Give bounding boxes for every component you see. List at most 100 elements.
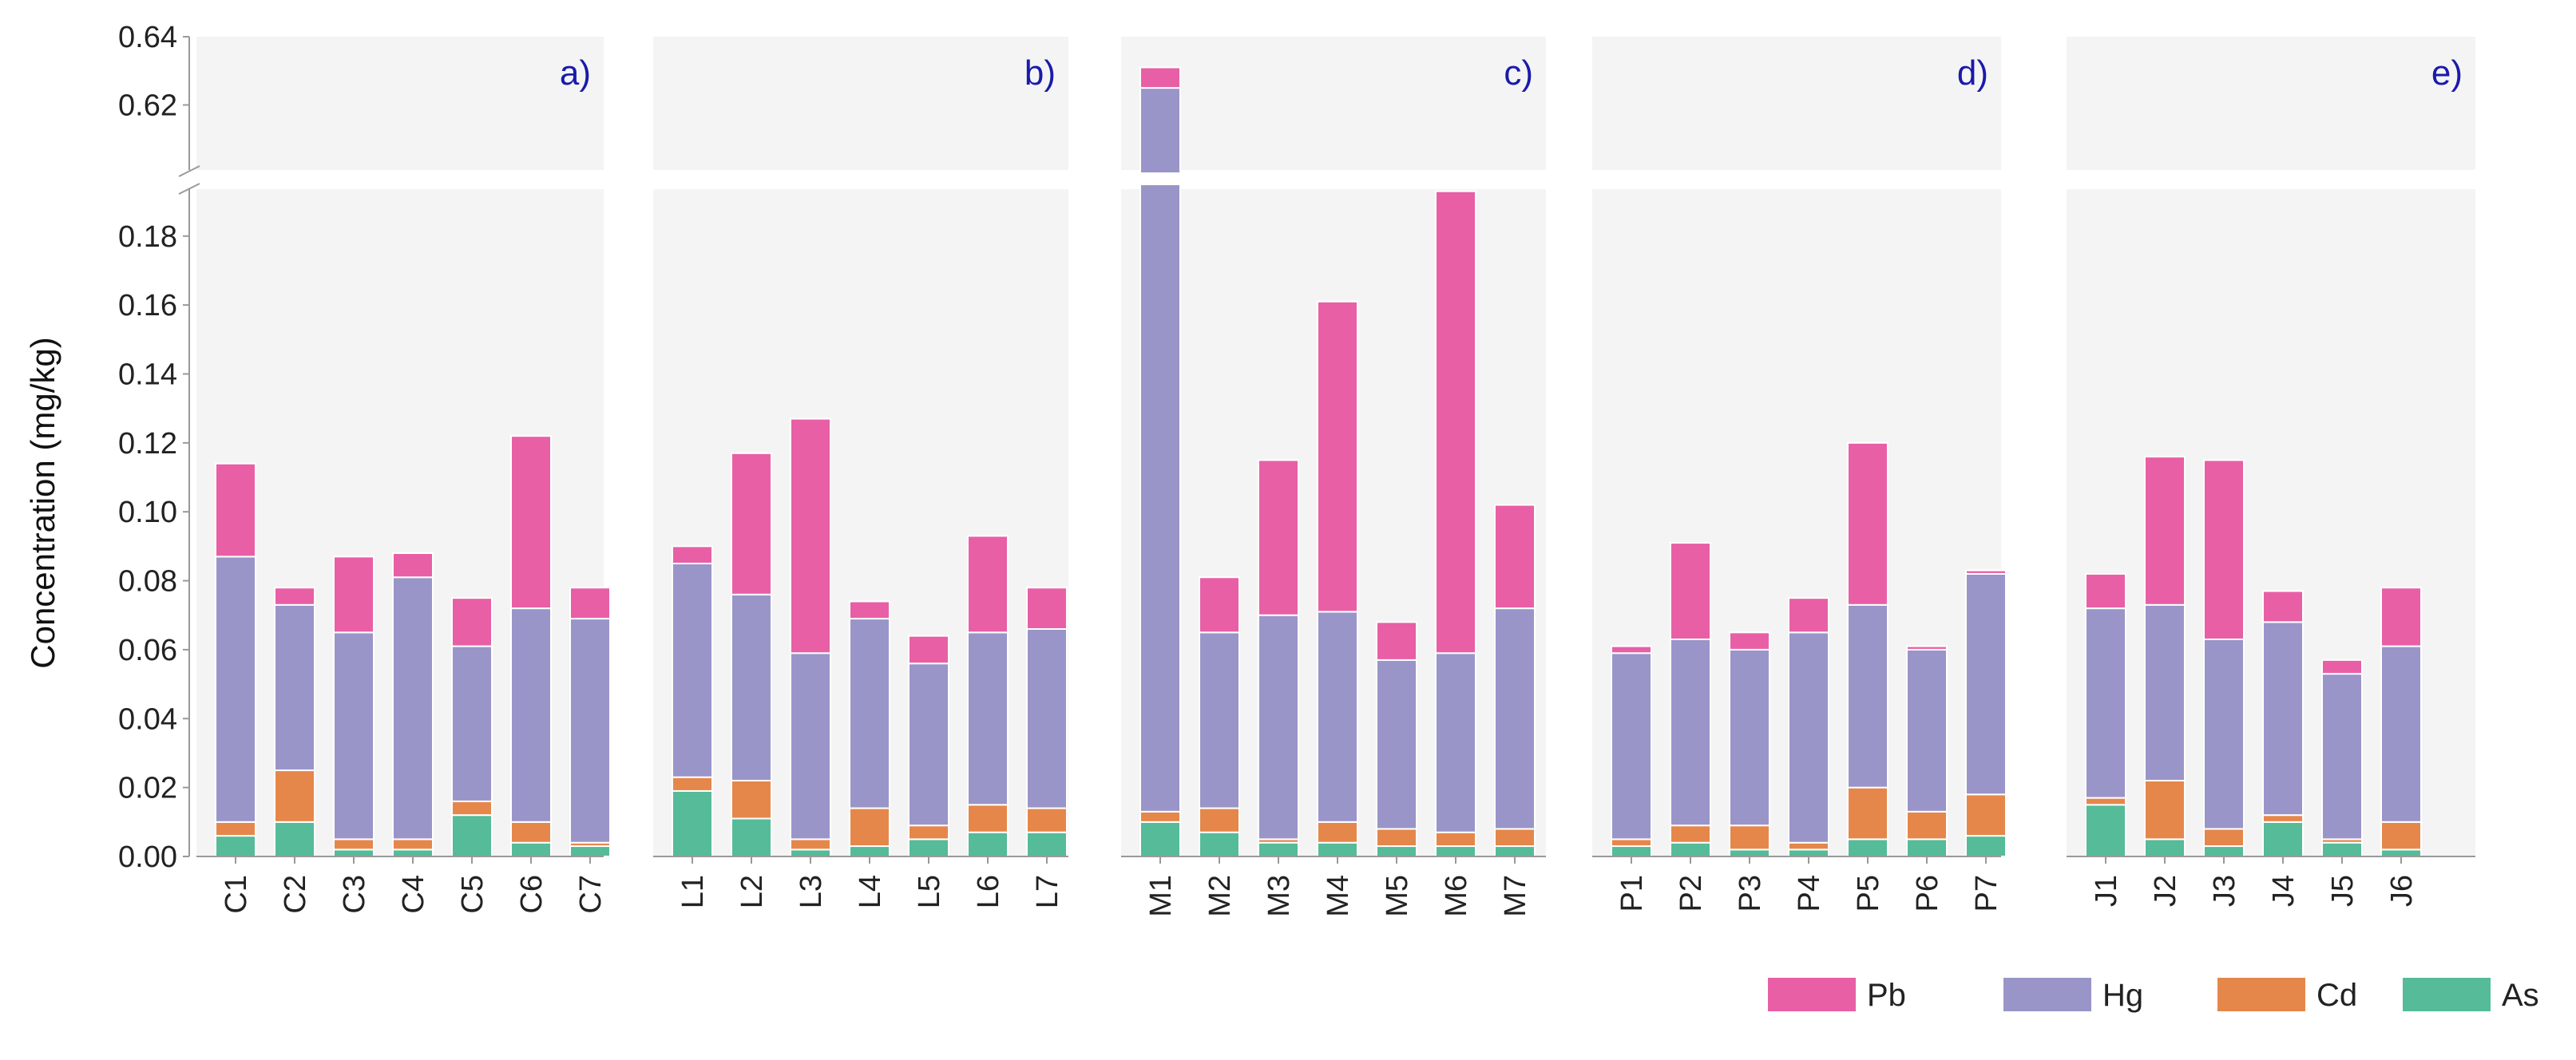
bar-segment-hg <box>1847 603 1888 789</box>
bar-segment-pb <box>1611 645 1652 655</box>
y-tick-label: 0.06 <box>118 634 177 667</box>
bar-segment-cd <box>1317 821 1358 844</box>
x-tick-label: P7 <box>1970 875 2003 912</box>
bar-segment-as <box>1729 848 1770 858</box>
bar-segment-as <box>1258 841 1299 857</box>
bar-segment-hg <box>1258 614 1299 840</box>
bar-segment-pb <box>1376 621 1417 661</box>
panels-layer: C1 C2 C3 C4 C5 C6 C7 a) L1 L2 L3 L4 L5 L6 L7 b) M1 M2 M3 M4… <box>196 37 2475 917</box>
bar-segment-cd <box>1435 831 1476 848</box>
x-tick-label: P6 <box>1911 875 1944 912</box>
bar-segment-hg <box>1788 631 1829 844</box>
bar-segment-as <box>849 845 890 857</box>
bar-segment-hg <box>908 662 949 827</box>
bar-segment-cd <box>1729 825 1770 851</box>
y-tick-label: 0.16 <box>118 289 177 322</box>
x-tick-label: M5 <box>1381 875 1414 917</box>
bar-segment-pb <box>2321 659 2363 675</box>
bar-segment-as <box>1317 841 1358 857</box>
bar-segment-cd <box>849 807 890 848</box>
bar-segment-hg <box>1026 628 1068 809</box>
x-tick-label: M6 <box>1440 875 1473 917</box>
y-tick-label: 0.08 <box>118 565 177 599</box>
bar-segment-pb <box>1906 645 1948 651</box>
bar-segment-pb <box>1258 459 1299 616</box>
bar-segment-hg <box>510 607 552 823</box>
bar-segment-hg <box>1906 648 1948 813</box>
bar-segment-as <box>2203 845 2245 857</box>
bar-segment-hg <box>1965 572 2007 796</box>
x-tick-label: L5 <box>913 875 946 908</box>
bar-segment-pb <box>790 417 831 655</box>
x-tick-label: P2 <box>1674 875 1708 912</box>
bar-segment-pb <box>1317 300 1358 613</box>
panel-background-upper <box>653 37 1068 170</box>
x-tick-label: M3 <box>1262 875 1296 917</box>
bar-segment-hg <box>731 593 772 782</box>
bar-segment-hg <box>274 603 315 772</box>
bar-segment-as <box>1788 848 1829 858</box>
x-tick-label: C7 <box>574 875 608 914</box>
bar-segment-hg <box>672 562 713 778</box>
legend-swatch-cd <box>2217 978 2305 1011</box>
bar-segment-hg <box>1729 648 1770 827</box>
x-tick-label: M4 <box>1322 875 1355 917</box>
bar-segment-pb <box>1139 66 1181 89</box>
bar-segment-pb <box>1965 569 2007 575</box>
bar-segment-as <box>1965 835 2007 857</box>
bar-segment-as <box>2262 821 2304 858</box>
bar-segment-cd <box>451 800 493 817</box>
x-tick-label: J5 <box>2326 875 2360 907</box>
bar-segment-pb <box>2144 456 2186 606</box>
bar-segment-cd <box>2380 821 2422 851</box>
bar-segment-hg <box>392 576 434 840</box>
bar-segment-hg <box>1435 652 1476 833</box>
bar-segment-cd <box>967 804 1009 833</box>
bar-segment-as <box>215 835 256 857</box>
bar-segment-cd <box>1199 807 1240 833</box>
x-tick-label: P3 <box>1734 875 1767 912</box>
bar-segment-hg <box>1139 87 1181 174</box>
bar-segment-pb <box>1729 631 1770 651</box>
bar-segment-cd <box>672 776 713 792</box>
bar-segment-pb <box>849 600 890 620</box>
x-tick-label: C5 <box>456 875 489 914</box>
bar-segment-hg <box>2262 621 2304 817</box>
bar-segment-hg <box>790 652 831 840</box>
bar-segment-pb <box>274 587 315 606</box>
bar-segment-as <box>274 821 315 858</box>
x-tick-label: C4 <box>397 875 430 914</box>
legend-label-pb: Pb <box>1867 978 1906 1013</box>
bar-segment-hg <box>1670 638 1711 827</box>
panel-label: b) <box>1024 53 1056 93</box>
y-tick-label: 0.18 <box>118 220 177 254</box>
bar-segment-as <box>1435 845 1476 857</box>
bar-segment-as <box>1494 845 1536 857</box>
bar-segment-cd <box>1965 793 2007 837</box>
x-tick-label: L1 <box>676 875 710 908</box>
y-axis: 0.00 0.02 0.04 0.06 0.08 0.10 0.12 0.14 0.16 0.18… <box>118 21 200 874</box>
bar-segment-pb <box>908 635 949 665</box>
x-tick-label: C6 <box>515 875 549 914</box>
bar-segment-hg <box>1139 184 1181 813</box>
bar-segment-as <box>1611 845 1652 857</box>
bar-segment-cd <box>1611 838 1652 848</box>
bar-segment-pb <box>2262 590 2304 623</box>
panel-label: c) <box>1504 53 1533 93</box>
bar-segment-cd <box>1139 810 1181 823</box>
bar-segment-cd <box>731 780 772 820</box>
bar-segment-hg <box>1611 652 1652 840</box>
x-tick-label: P4 <box>1793 875 1826 912</box>
bar-segment-as <box>451 814 493 858</box>
y-tick-label: 0.04 <box>118 702 177 736</box>
panel-background-upper <box>196 37 604 170</box>
bar-segment-pb <box>1026 587 1068 631</box>
bar-segment-as <box>392 848 434 858</box>
y-tick-label: 0.64 <box>118 21 177 54</box>
bar-segment-hg <box>2321 673 2363 840</box>
bar-segment-hg <box>2203 638 2245 830</box>
bar-segment-pb <box>1847 441 1888 606</box>
panel-e: J1 J2 J3 J4 J5 J6 e) <box>2067 37 2475 907</box>
bar-segment-cd <box>2085 797 2126 806</box>
x-tick-label: J4 <box>2267 875 2301 907</box>
